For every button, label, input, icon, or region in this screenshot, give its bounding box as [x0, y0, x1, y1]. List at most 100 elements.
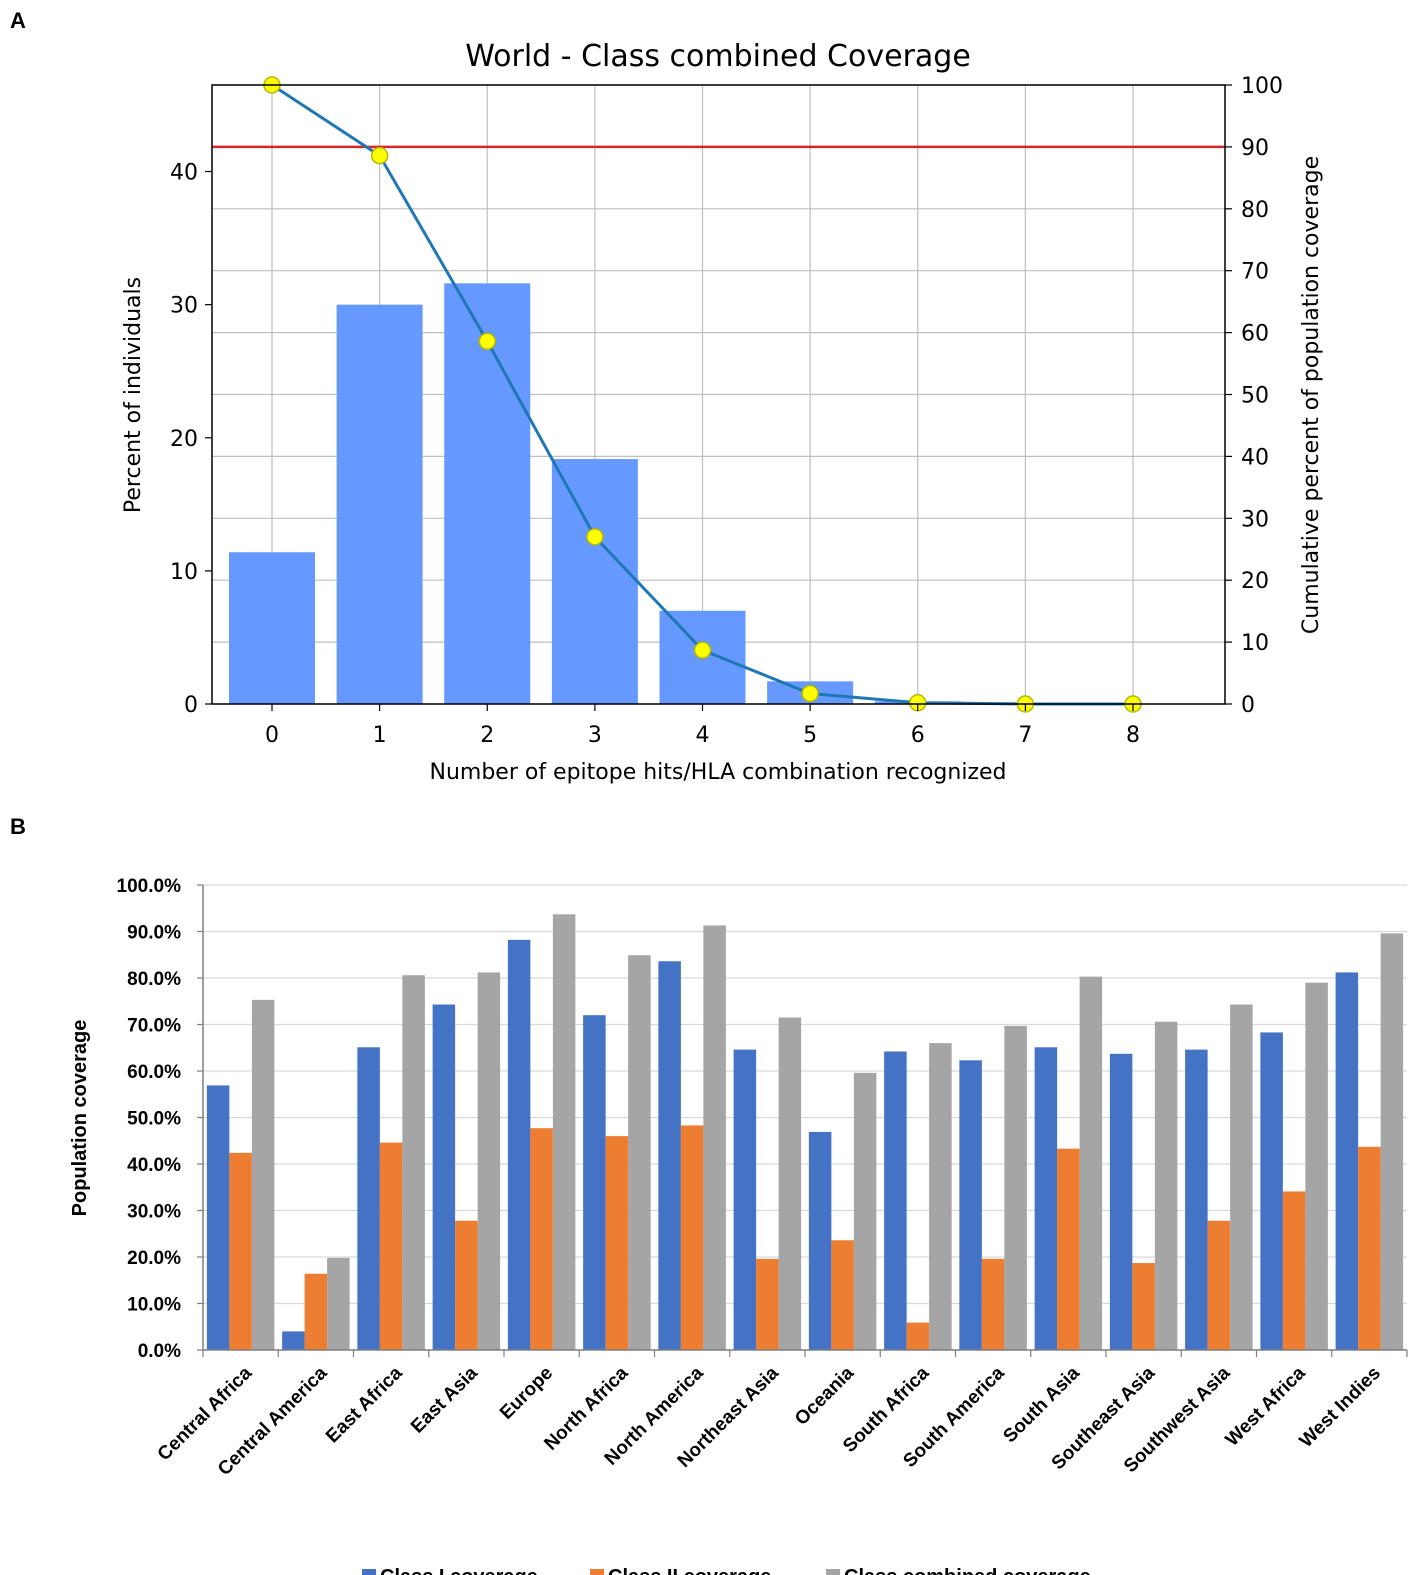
- chart-b-bar-east-africa-class-i-coverage: [357, 1047, 380, 1350]
- chart-a-y2-label: Cumulative percent of population coverag…: [1299, 156, 1324, 634]
- chart-b-bar-central-africa-class-ii-coverage: [229, 1152, 252, 1350]
- chart-b-legend-swatch-class-i-coverage: [362, 1569, 376, 1575]
- chart-b-bar-south-asia-class-i-coverage: [1034, 1047, 1058, 1350]
- chart-b-bar-east-asia-class-combined-coverage: [477, 972, 501, 1350]
- chart-a-x-tick-label: 0: [265, 723, 279, 748]
- chart-b-y-tick-label: 30.0%: [127, 1202, 181, 1223]
- chart-b-bar-west-indies-class-i-coverage: [1335, 972, 1359, 1350]
- chart-b-bar-south-asia-class-combined-coverage: [1079, 976, 1103, 1350]
- chart-a-x-tick-label: 8: [1126, 723, 1140, 748]
- chart-b-bar-east-asia-class-i-coverage: [432, 1004, 456, 1350]
- chart-a-y2-tick-label: 30: [1241, 507, 1269, 532]
- chart-b-y-tick-label: 90.0%: [127, 923, 181, 944]
- chart-a-x-tick-label: 2: [480, 723, 494, 748]
- chart-b-y-tick-label: 100.0%: [117, 876, 182, 897]
- chart-b-bar-west-africa-class-combined-coverage: [1305, 982, 1328, 1350]
- chart-a-y-ticks: 0 10 20 30 40: [170, 161, 212, 718]
- chart-b-bar-central-africa-class-i-coverage: [206, 1085, 230, 1350]
- chart-b-bar-west-indies-class-combined-coverage: [1380, 933, 1404, 1350]
- chart-a-y2-tick-label: 20: [1241, 569, 1269, 594]
- chart-a-x-ticks: 0 1 2 3 4 5 6 7 8: [265, 704, 1140, 748]
- chart-b-bar-north-america-class-i-coverage: [658, 961, 681, 1350]
- chart-b-bar-south-africa-class-i-coverage: [884, 1051, 907, 1350]
- chart-b-legend: Class I coverage Class II coverage Class c…: [362, 1566, 1091, 1575]
- chart-b-bar-southeast-asia-class-combined-coverage: [1154, 1021, 1178, 1350]
- chart-b-x-tick-label: West Indies: [1296, 1363, 1385, 1452]
- chart-a-x-tick-label: 6: [911, 723, 925, 748]
- chart-b-bar-northeast-asia-class-ii-coverage: [756, 1258, 779, 1350]
- chart-a-y-tick-label: 40: [170, 161, 198, 186]
- chart-a-marker-4: [693, 641, 712, 659]
- chart-b-y-tick-label: 20.0%: [127, 1248, 181, 1269]
- chart-a-x-tick-label: 7: [1018, 723, 1032, 748]
- chart-b-bars: [206, 914, 1404, 1350]
- chart-a-x-tick-label: 5: [803, 723, 817, 748]
- chart-b-bar-south-africa-class-combined-coverage: [929, 1043, 952, 1350]
- chart-b-x-tick-label: Oceania: [791, 1362, 858, 1429]
- chart-b-bar-southwest-asia-class-combined-coverage: [1230, 1004, 1253, 1350]
- chart-b-bar-east-africa-class-ii-coverage: [379, 1142, 403, 1350]
- chart-a-y2-tick-label: 80: [1241, 198, 1269, 223]
- chart-b-bar-west-africa-class-ii-coverage: [1282, 1191, 1306, 1350]
- chart-a-marker-1: [370, 146, 389, 165]
- chart-a-y-tick-label: 10: [170, 560, 198, 585]
- chart-a-y2-tick-label: 50: [1241, 384, 1269, 409]
- chart-b-x-tick-label: East Asia: [407, 1362, 482, 1437]
- chart-b-bar-south-america-class-combined-coverage: [1004, 1025, 1027, 1350]
- chart-b-bar-south-africa-class-ii-coverage: [906, 1322, 930, 1350]
- chart-b-bar-southeast-asia-class-ii-coverage: [1132, 1263, 1155, 1350]
- chart-b-y-tick-label: 70.0%: [127, 1016, 181, 1037]
- chart-b-bar-oceania-class-ii-coverage: [831, 1240, 854, 1350]
- chart-b-y-label: Population coverage: [69, 1020, 91, 1217]
- chart-b-bar-west-indies-class-ii-coverage: [1358, 1146, 1381, 1350]
- chart-a-y-label: Percent of individuals: [121, 277, 146, 513]
- chart-a-y2-tick-label: 0: [1241, 693, 1255, 718]
- chart-a-marker-5: [801, 684, 819, 703]
- chart-a-y2-ticks: 0 10 20 30 40 50 60 70 80 90 100: [1225, 74, 1283, 718]
- chart-b-bar-south-america-class-ii-coverage: [981, 1258, 1005, 1350]
- chart-a-y2-tick-label: 70: [1241, 260, 1269, 285]
- chart-a-bars: [229, 283, 961, 704]
- chart-a-y2-tick-label: 60: [1241, 322, 1269, 347]
- chart-a-y-tick-label: 0: [184, 693, 198, 718]
- chart-b-bar-east-asia-class-ii-coverage: [455, 1220, 478, 1350]
- chart-b-y-tick-label: 60.0%: [127, 1062, 181, 1083]
- chart-a-marker-3: [586, 528, 604, 546]
- chart-b-y-tick-label: 50.0%: [127, 1109, 181, 1130]
- chart-a-y2-tick-label: 100: [1241, 74, 1283, 99]
- chart-b-bar-northeast-asia-class-combined-coverage: [778, 1017, 802, 1350]
- chart-b-bar-southwest-asia-class-ii-coverage: [1207, 1220, 1231, 1350]
- chart-a-x-tick-label: 1: [373, 723, 387, 748]
- chart-b-y-tick-label: 10.0%: [127, 1295, 181, 1316]
- chart-b-bar-central-africa-class-combined-coverage: [251, 999, 275, 1350]
- chart-b-legend-label-class-ii-coverage: Class II coverage: [608, 1566, 771, 1575]
- chart-b-y-ticks: 0.0% 10.0% 20.0% 30.0% 40.0% 50.0% 60.0% 70.0% 8…: [117, 876, 203, 1362]
- chart-b-bar-oceania-class-combined-coverage: [853, 1072, 877, 1350]
- chart-a-bar-3: [551, 459, 638, 704]
- chart-a-y-tick-label: 20: [170, 427, 198, 452]
- chart-a-x-label: Number of epitope hits/HLA combination r…: [429, 760, 1006, 785]
- chart-a-x-tick-label: 4: [696, 723, 710, 748]
- chart-b-legend-label-class-combined-coverage: Class combined coverage: [844, 1566, 1091, 1575]
- chart-b-bar-south-america-class-i-coverage: [959, 1060, 982, 1350]
- chart-b-bar-central-america-class-i-coverage: [282, 1331, 305, 1350]
- chart-b-bar-west-africa-class-i-coverage: [1260, 1032, 1283, 1350]
- chart-a-title: World - Class combined Coverage: [465, 39, 971, 74]
- chart-b-bar-north-africa-class-i-coverage: [583, 1015, 606, 1350]
- chart-b-bar-oceania-class-i-coverage: [808, 1131, 832, 1350]
- chart-b-bar-europe-class-i-coverage: [507, 939, 531, 1350]
- chart-a-y2-tick-label: 90: [1241, 136, 1269, 161]
- chart-b-bar-north-africa-class-combined-coverage: [628, 955, 651, 1350]
- chart-a-y2-tick-label: 40: [1241, 445, 1269, 470]
- chart-b-y-tick-label: 40.0%: [127, 1155, 181, 1176]
- chart-b-legend-swatch-class-combined-coverage: [826, 1569, 840, 1575]
- chart-a-bar-2: [444, 283, 531, 704]
- chart-b-bar-europe-class-combined-coverage: [552, 914, 576, 1350]
- chart-a-bar-0: [229, 552, 315, 704]
- chart-b-x-tick-label: East Africa: [322, 1362, 407, 1447]
- chart-b-y-tick-label: 0.0%: [138, 1341, 181, 1362]
- chart-b-bar-central-america-class-combined-coverage: [327, 1257, 350, 1350]
- panel-label-b: B: [10, 814, 26, 839]
